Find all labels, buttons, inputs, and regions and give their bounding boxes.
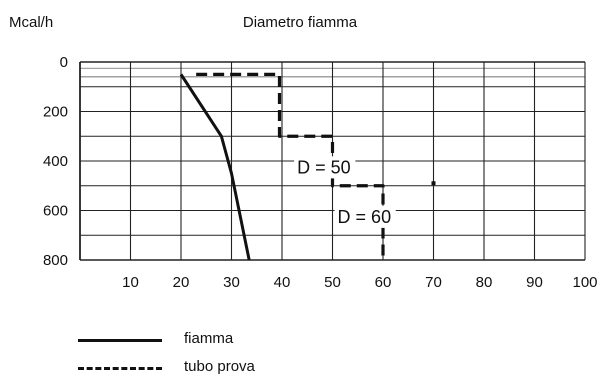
x-tick-label: 80 xyxy=(476,274,493,291)
point-marker xyxy=(431,181,436,186)
x-tick-label: 30 xyxy=(223,274,240,291)
x-tick-label: 20 xyxy=(173,274,190,291)
legend-label: fiamma xyxy=(184,330,234,347)
annotation-label: D = 60 xyxy=(338,207,392,227)
legend-swatch-solid xyxy=(78,339,162,342)
x-tick-label: 40 xyxy=(274,274,291,291)
tick-labels: 10 20 30 40 50 60 70 80 90 100 0 200 400 600 800 xyxy=(43,54,598,291)
y-tick-label: 600 xyxy=(43,203,68,220)
x-tick-label: 50 xyxy=(324,274,341,291)
y-tick-label: 0 xyxy=(60,54,68,71)
legend-label: tubo prova xyxy=(184,358,255,375)
annotation-label: D = 50 xyxy=(297,157,351,177)
chart-title: Diametro fiamma xyxy=(243,14,358,31)
y-tick-label: 200 xyxy=(43,104,68,121)
x-tick-label: 60 xyxy=(375,274,392,291)
annotation-background xyxy=(294,156,356,179)
series-line-fiamma xyxy=(179,73,251,261)
y-tick-label: 800 xyxy=(43,252,68,269)
x-tick-label: 70 xyxy=(425,274,442,291)
series-line-tubo-prova xyxy=(196,72,385,260)
x-tick-label: 100 xyxy=(572,274,597,291)
annotations: D = 50 D = 60 xyxy=(294,156,436,228)
x-tick-label: 90 xyxy=(526,274,543,291)
annotation-background xyxy=(334,205,396,228)
legend-swatch-dashed xyxy=(78,367,162,370)
legend-item-tubo-prova: tubo prova xyxy=(72,358,292,378)
legend-item-fiamma: fiamma xyxy=(72,330,292,350)
data-series xyxy=(179,72,385,261)
y-axis-label: Mcal/h xyxy=(9,14,53,31)
x-tick-label: 10 xyxy=(122,274,139,291)
y-tick-label: 400 xyxy=(43,153,68,170)
